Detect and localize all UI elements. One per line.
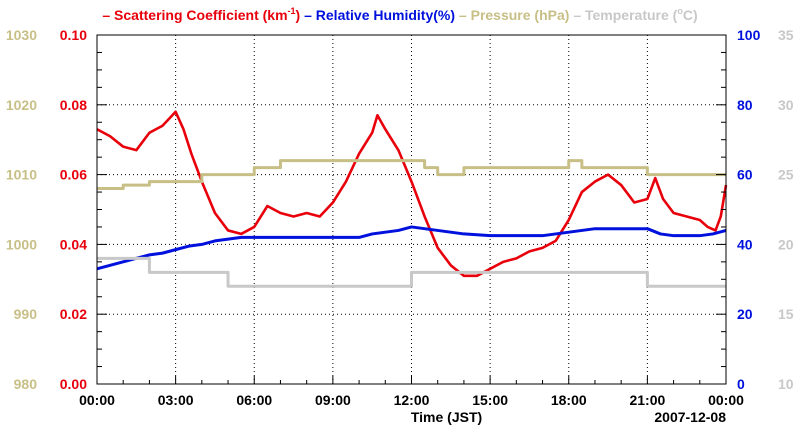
grid <box>97 35 726 384</box>
legend-entry-tail: ) <box>296 7 301 23</box>
x-tick-label: 09:00 <box>315 392 351 408</box>
y-tick-label-scattering: 0.06 <box>60 167 87 183</box>
x-tick-label: 18:00 <box>551 392 587 408</box>
y-tick-label-temperature: 10 <box>778 376 794 392</box>
y-tick-label-pressure: 1030 <box>6 27 37 43</box>
y-tick-label-scattering: 0.00 <box>60 376 87 392</box>
chart-title-text: – Scattering Coefficient (km-1) – Relati… <box>102 6 697 23</box>
y-tick-label-temperature: 35 <box>778 27 794 43</box>
y-tick-label-humidity: 0 <box>737 376 745 392</box>
date-label: 2007-12-08 <box>654 409 726 425</box>
y-tick-label-scattering: 0.08 <box>60 97 87 113</box>
series-line-pressure <box>97 159 726 191</box>
y-tick-label-pressure: 1020 <box>6 97 37 113</box>
x-axis-label: Time (JST) <box>411 409 482 425</box>
series-line-scattering-coefficient <box>96 110 728 278</box>
y-tick-label-humidity: 40 <box>737 236 753 252</box>
legend-superscript: o <box>677 6 683 16</box>
x-tick-label: 06:00 <box>236 392 272 408</box>
y-tick-label-temperature: 15 <box>778 306 794 322</box>
y-tick-label-scattering: 0.04 <box>60 236 87 252</box>
y-tick-label-humidity: 100 <box>737 27 761 43</box>
y-tick-label-pressure: 990 <box>14 306 38 322</box>
y-tick-label-pressure: 980 <box>14 376 38 392</box>
x-tick-label: 00:00 <box>79 392 115 408</box>
legend-entry: – Pressure (hPa) <box>455 7 569 23</box>
chart-title: – Scattering Coefficient (km-1) – Relati… <box>102 6 697 23</box>
y-tick-label-temperature: 20 <box>778 236 794 252</box>
x-tick-label: 21:00 <box>629 392 665 408</box>
y-tick-label-humidity: 20 <box>737 306 753 322</box>
x-tick-label: 15:00 <box>472 392 508 408</box>
y-tick-label-scattering: 0.02 <box>60 306 87 322</box>
legend-entry-tail: C) <box>683 7 698 23</box>
legend-entry: – Temperature ( <box>569 7 677 23</box>
y-tick-label-humidity: 60 <box>737 167 753 183</box>
axes: 00:00 03:00 06:00 09:00 12:00 15:00 18:00 21:00… <box>6 27 794 425</box>
x-tick-label: 00:00 <box>708 392 744 408</box>
y-tick-label-pressure: 1000 <box>6 236 37 252</box>
x-tick-label: 03:00 <box>158 392 194 408</box>
x-tick-label: 12:00 <box>394 392 430 408</box>
y-tick-label-scattering: 0.10 <box>60 27 87 43</box>
series-line-temperature <box>97 256 726 288</box>
legend-entry: – Relative Humidity(%) <box>300 7 455 23</box>
y-tick-label-humidity: 80 <box>737 97 753 113</box>
series-line-relative-humidity <box>96 225 727 271</box>
y-tick-label-temperature: 30 <box>778 97 794 113</box>
y-tick-label-pressure: 1010 <box>6 167 37 183</box>
legend-entry: – Scattering Coefficient (km <box>102 7 287 23</box>
series-layer <box>96 110 728 288</box>
legend-superscript: -1 <box>288 6 296 16</box>
y-tick-label-temperature: 25 <box>778 167 794 183</box>
